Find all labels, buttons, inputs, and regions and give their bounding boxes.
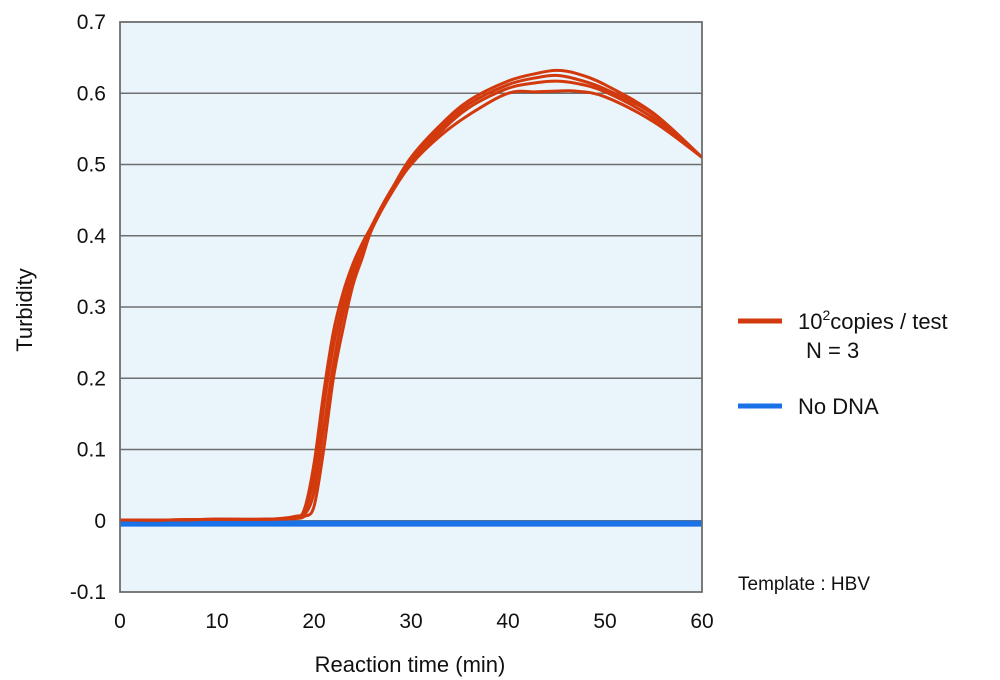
x-tick-label: 50 [593,610,616,633]
y-tick-label: -0.1 [70,581,106,604]
y-tick-label: 0.5 [77,154,106,177]
x-tick-label: 30 [399,610,422,633]
template-annotation: Template : HBV [738,574,870,595]
y-tick-label: 0.6 [77,82,106,105]
y-tick-label: 0.1 [77,439,106,462]
y-tick-label: 0.4 [77,225,107,248]
plot-frame [119,21,703,593]
x-tick-label: 60 [690,610,713,633]
x-tick-label: 10 [205,610,228,633]
y-axis-ticks: -0.1 0 0.1 0.2 0.3 0.4 0.5 0.6 0.7 [70,11,106,604]
y-tick-label: 0.2 [77,367,106,390]
x-tick-label: 20 [302,610,325,633]
series-layer [119,68,704,527]
legend-label-copies: 102copies / test [798,307,948,334]
legend-label-n: N = 3 [806,338,859,363]
legend-label-no-dna: No DNA [798,394,879,419]
x-axis-ticks: 0 10 20 30 40 50 60 [114,610,714,633]
legend: 102copies / test N = 3 No DNA [738,307,948,419]
x-tick-label: 0 [114,610,126,633]
y-tick-label: 0.3 [77,296,106,319]
series-line-copies-replicate-4 [119,68,704,522]
y-axis-label: Turbidity [12,268,37,352]
x-axis-label: Reaction time (min) [315,652,506,677]
y-tick-label: 0 [94,510,106,533]
y-tick-label: 0.7 [77,11,106,34]
x-tick-label: 40 [496,610,519,633]
